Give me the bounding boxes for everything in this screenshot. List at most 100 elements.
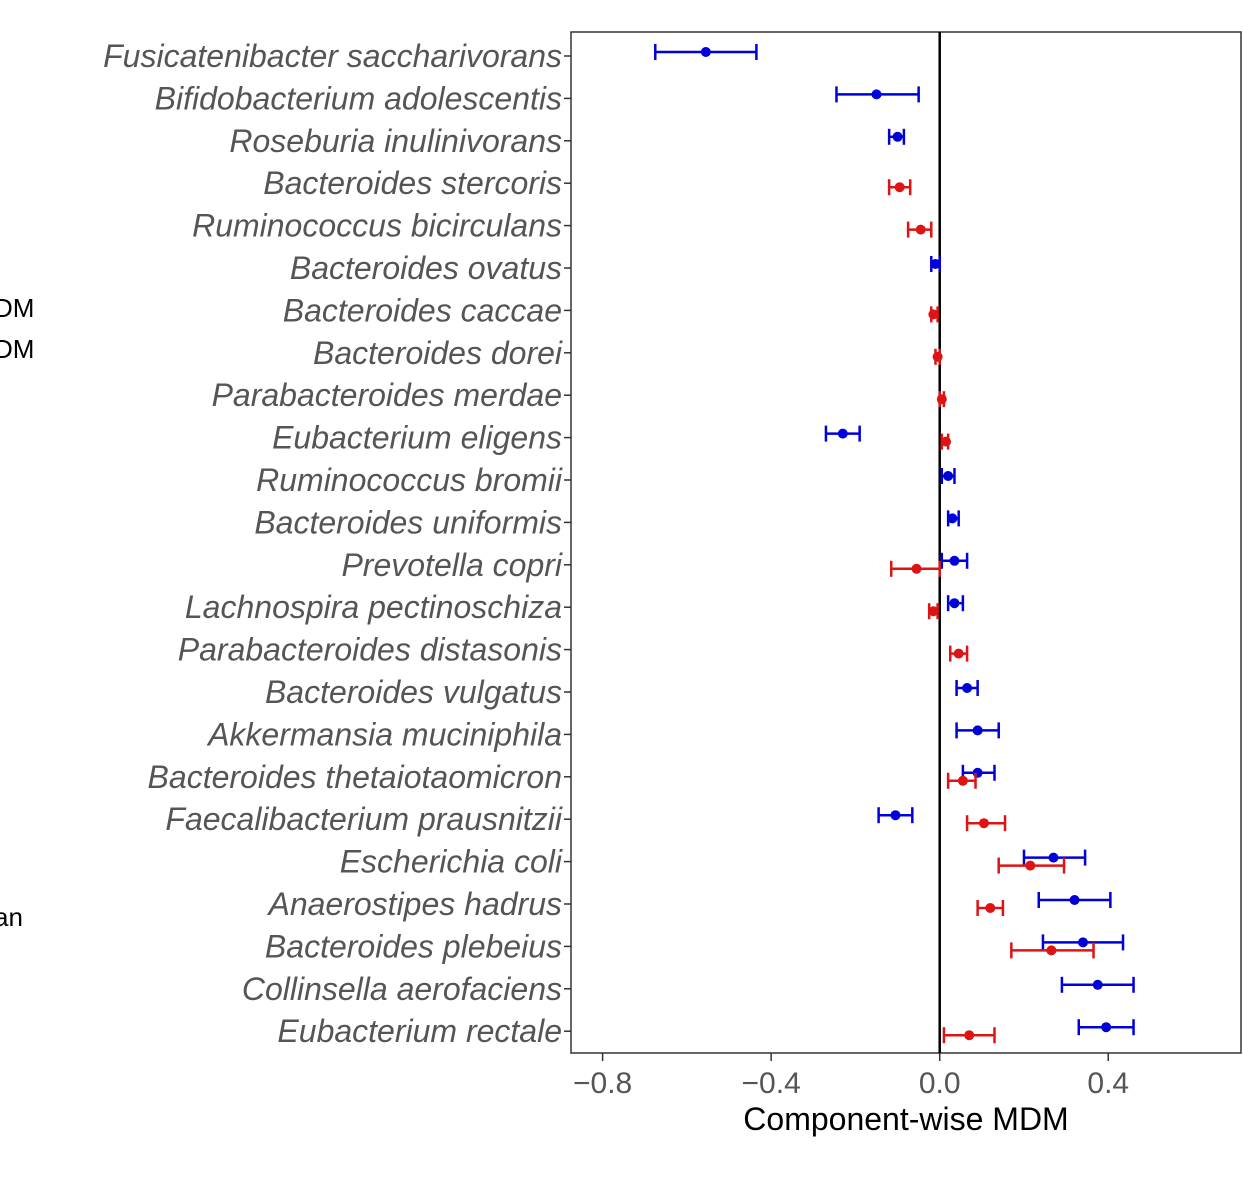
blue-point-lachnospira-pectinoschiza bbox=[946, 595, 965, 612]
y-tick-label: Bifidobacterium adolescentis bbox=[155, 80, 562, 116]
blue-point-roseburia-inulinivorans bbox=[887, 128, 906, 145]
y-tick-label: Lachnospira pectinoschiza bbox=[185, 589, 562, 625]
blue-point-akkermansia-muciniphila bbox=[955, 722, 1000, 739]
x-tick-label: 0.4 bbox=[1087, 1067, 1129, 1100]
blue-point-bifidobacterium-adolescentis bbox=[835, 86, 920, 103]
y-tick-label: Parabacteroides merdae bbox=[212, 377, 562, 413]
y-tick-label: Faecalibacterium prausnitzii bbox=[165, 801, 563, 837]
point-estimate bbox=[972, 767, 983, 778]
blue-point-escherichia-coli bbox=[1022, 849, 1087, 866]
point-estimate bbox=[978, 818, 989, 829]
point-estimate bbox=[1101, 1022, 1112, 1033]
point-estimate bbox=[930, 259, 941, 269]
point-estimate bbox=[949, 598, 960, 609]
red-point-ruminococcus-bicirculans bbox=[906, 221, 933, 238]
blue-point-eubacterium-rectale bbox=[1077, 1019, 1135, 1036]
y-tick-label: Collinsella aerofaciens bbox=[242, 971, 562, 1007]
blue-point-ruminococcus-bromii bbox=[940, 468, 956, 484]
y-tick-label: Ruminococcus bicirculans bbox=[192, 208, 562, 244]
point-estimate bbox=[962, 683, 973, 693]
y-tick-label: Anaerostipes hadrus bbox=[266, 886, 562, 922]
y-axis: Fusicatenibacter saccharivorans Bifidobac… bbox=[103, 38, 571, 1049]
y-tick-label: Akkermansia muciniphila bbox=[206, 716, 562, 752]
y-tick-label: Prevotella copri bbox=[341, 547, 562, 583]
y-tick-label: Eubacterium rectale bbox=[277, 1013, 562, 1049]
x-tick-label: −0.4 bbox=[742, 1067, 801, 1100]
plot-panel bbox=[570, 31, 1242, 1054]
point-estimate bbox=[985, 903, 996, 913]
point-estimate bbox=[892, 131, 903, 142]
point-estimate bbox=[1077, 937, 1088, 948]
y-tick-label: Bacteroides caccae bbox=[283, 292, 562, 328]
point-estimate bbox=[941, 436, 952, 447]
red-point-faecalibacterium-prausnitzii bbox=[965, 815, 1007, 832]
point-estimate bbox=[936, 394, 947, 405]
red-point-prevotella-copri bbox=[890, 560, 941, 577]
y-tick-label: Eubacterium eligens bbox=[272, 420, 562, 456]
y-tick-label: Fusicatenibacter saccharivorans bbox=[103, 38, 562, 74]
blue-point-bacteroides-ovatus bbox=[930, 256, 941, 272]
blue-point-eubacterium-eligens bbox=[824, 425, 861, 442]
point-estimate bbox=[928, 606, 939, 617]
blue-point-bacteroides-vulgatus bbox=[955, 680, 979, 696]
blue-point-bacteroides-uniformis bbox=[946, 510, 960, 527]
point-estimate bbox=[1069, 895, 1080, 905]
red-point-bacteroides-thetaiotaomicron bbox=[946, 772, 977, 789]
point-estimate bbox=[871, 89, 882, 100]
red-point-anaerostipes-hadrus bbox=[976, 900, 1005, 916]
red-point-parabacteroides-merdae bbox=[936, 391, 947, 408]
blue-point-bacteroides-plebeius bbox=[1041, 934, 1125, 951]
y-tick-label: Bacteroides vulgatus bbox=[265, 674, 562, 710]
blue-point-bacteroides-thetaiotaomicron bbox=[961, 764, 996, 781]
point-estimate bbox=[943, 471, 954, 481]
point-estimate bbox=[932, 351, 943, 362]
data-marks bbox=[654, 44, 1135, 1044]
point-estimate bbox=[972, 725, 983, 736]
point-estimate bbox=[1048, 852, 1059, 863]
y-tick-label: Bacteroides dorei bbox=[313, 335, 563, 371]
red-point-bacteroides-dorei bbox=[932, 348, 943, 365]
point-estimate bbox=[915, 224, 926, 235]
legend-fragment: DM bbox=[0, 293, 34, 323]
legend-fragment: DM bbox=[0, 334, 34, 364]
y-tick-label: Ruminococcus bromii bbox=[256, 462, 563, 498]
point-estimate bbox=[911, 563, 922, 574]
red-point-lachnospira-pectinoschiza bbox=[927, 603, 939, 620]
point-estimate bbox=[1092, 979, 1103, 990]
y-tick-label: Bacteroides plebeius bbox=[265, 928, 562, 964]
y-tick-label: Bacteroides stercoris bbox=[263, 165, 562, 201]
x-axis-title: Component-wise MDM bbox=[743, 1101, 1068, 1137]
point-estimate bbox=[894, 182, 905, 193]
x-axis: −0.8 −0.4 0.0 0.4 bbox=[573, 1053, 1129, 1100]
blue-point-collinsella-aerofaciens bbox=[1060, 976, 1135, 993]
red-point-bacteroides-caccae bbox=[928, 306, 939, 323]
point-estimate bbox=[837, 428, 848, 439]
legend-fragment: an bbox=[0, 902, 23, 932]
y-tick-label: Roseburia inulinivorans bbox=[229, 123, 562, 159]
point-estimate bbox=[1046, 945, 1057, 956]
point-estimate bbox=[1025, 860, 1036, 871]
blue-point-prevotella-copri bbox=[940, 552, 969, 569]
red-point-parabacteroides-distasonis bbox=[948, 645, 969, 662]
y-tick-label: Bacteroides uniformis bbox=[254, 504, 562, 540]
point-estimate bbox=[964, 1030, 975, 1041]
x-tick-label: −0.8 bbox=[573, 1067, 632, 1100]
point-estimate bbox=[947, 513, 958, 524]
y-tick-label: Parabacteroides distasonis bbox=[178, 632, 562, 668]
point-estimate bbox=[953, 648, 964, 659]
point-estimate bbox=[957, 775, 968, 786]
y-tick-label: Escherichia coli bbox=[340, 844, 563, 880]
red-point-bacteroides-stercoris bbox=[887, 179, 912, 196]
point-estimate bbox=[700, 47, 711, 57]
y-tick-label: Bacteroides ovatus bbox=[290, 250, 562, 286]
blue-point-anaerostipes-hadrus bbox=[1037, 892, 1112, 908]
point-estimate bbox=[949, 555, 960, 566]
x-tick-label: 0.0 bbox=[919, 1067, 961, 1100]
red-point-escherichia-coli bbox=[997, 857, 1066, 874]
red-point-eubacterium-rectale bbox=[942, 1027, 996, 1044]
red-point-bacteroides-plebeius bbox=[1010, 942, 1095, 959]
point-estimate bbox=[890, 810, 901, 821]
point-estimate bbox=[928, 309, 939, 320]
blue-point-faecalibacterium-prausnitzii bbox=[877, 807, 914, 824]
